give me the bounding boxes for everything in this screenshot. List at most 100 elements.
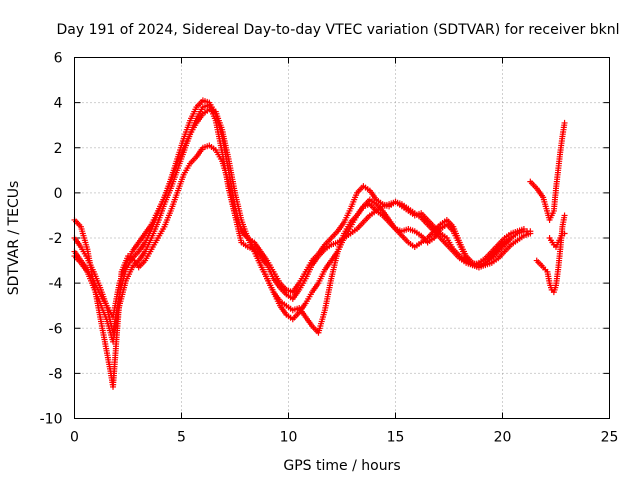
interpolated-markers [252, 241, 263, 253]
interpolated-markers [285, 287, 294, 295]
x-axis-label: GPS time / hours [283, 458, 400, 474]
interpolated-markers [426, 229, 436, 240]
interpolated-markers [394, 227, 404, 238]
y-tick-label: -10 [40, 412, 63, 428]
interpolated-markers [362, 198, 372, 208]
interpolated-markers [335, 232, 347, 253]
interpolated-markers [72, 236, 83, 249]
interpolated-markers [246, 237, 256, 250]
interpolated-markers [413, 241, 422, 249]
interpolated-markers [464, 254, 474, 265]
interpolated-markers [162, 187, 173, 205]
interpolated-markers [355, 220, 365, 231]
interpolated-markers [124, 257, 134, 271]
interpolated-markers [202, 98, 211, 105]
interpolated-markers [368, 189, 378, 201]
interpolated-markers [362, 184, 371, 193]
x-tick-label: 15 [387, 430, 405, 446]
interpolated-markers [426, 236, 435, 244]
y-tick-label: -8 [49, 366, 63, 382]
interpolated-markers [137, 232, 147, 244]
interpolated-markers [123, 266, 135, 282]
interpolated-markers [181, 162, 192, 176]
interpolated-markers [143, 237, 154, 253]
interpolated-markers [401, 226, 410, 234]
interpolated-markers [279, 299, 288, 308]
interpolated-markers [387, 218, 398, 231]
y-tick-label: -4 [49, 276, 63, 292]
interpolated-markers [149, 212, 160, 230]
interpolated-markers [369, 209, 378, 217]
interpolated-markers [137, 250, 147, 262]
interpolated-markers [265, 277, 276, 293]
interpolated-markers [490, 256, 500, 265]
interpolated-markers [458, 256, 467, 265]
interpolated-markers [285, 313, 294, 321]
interpolated-markers [426, 218, 436, 228]
interpolated-markers [247, 244, 256, 252]
interpolated-markers [181, 119, 193, 140]
interpolated-markers [336, 236, 345, 244]
interpolated-markers [130, 259, 141, 269]
series-track-1 [71, 142, 534, 390]
interpolated-markers [175, 151, 186, 172]
interpolated-markers [174, 138, 186, 160]
interpolated-markers [381, 201, 390, 209]
interpolated-markers [496, 250, 506, 260]
interpolated-markers [388, 200, 397, 208]
interpolated-markers [202, 102, 211, 110]
interpolated-markers [285, 304, 294, 312]
interpolated-markers [374, 202, 385, 213]
interpolated-markers [303, 291, 314, 305]
interpolated-markers [297, 306, 308, 319]
interpolated-markers [401, 202, 410, 211]
interpolated-markers [297, 271, 308, 284]
interpolated-markers [202, 143, 211, 150]
interpolated-markers [194, 106, 205, 120]
interpolated-markers [207, 104, 218, 122]
interpolated-markers [355, 205, 366, 217]
interpolated-markers [155, 203, 167, 223]
interpolated-markers [297, 277, 308, 291]
y-tick-label: 2 [54, 141, 63, 157]
interpolated-markers [547, 282, 554, 291]
interpolated-markers [278, 286, 288, 296]
interpolated-markers [271, 271, 282, 284]
interpolated-markers [149, 237, 160, 250]
interpolated-markers [490, 243, 500, 253]
interpolated-markers [239, 227, 250, 240]
interpolated-markers [323, 236, 333, 247]
interpolated-markers [548, 237, 556, 246]
y-axis-label: SDTVAR / TECUs [6, 181, 22, 296]
interpolated-markers [510, 238, 519, 247]
interpolated-markers [265, 259, 276, 273]
y-tick-label: 4 [54, 96, 63, 112]
interpolated-markers [342, 221, 353, 235]
interpolated-markers [528, 180, 539, 190]
interpolated-markers [324, 243, 333, 251]
interpolated-markers [496, 243, 506, 253]
interpolated-markers [510, 232, 519, 240]
interpolated-markers [503, 243, 513, 253]
interpolated-markers [291, 288, 301, 301]
interpolated-markers [465, 260, 474, 268]
interpolated-markers [85, 257, 96, 273]
interpolated-markers [394, 199, 403, 207]
interpolated-markers [555, 248, 563, 271]
interpolated-markers [535, 259, 545, 269]
interpolated-markers [516, 229, 525, 236]
interpolated-markers [445, 218, 455, 228]
interpolated-markers [349, 214, 359, 224]
interpolated-markers [79, 261, 90, 273]
interpolated-markers [342, 207, 353, 223]
interpolated-markers [544, 271, 553, 284]
interpolated-markers [553, 169, 561, 190]
x-tick-label: 10 [280, 430, 298, 446]
interpolated-markers [322, 277, 334, 311]
interpolated-markers [490, 250, 500, 260]
interpolated-markers [407, 207, 416, 215]
interpolated-markers [516, 234, 525, 242]
interpolated-markers [195, 99, 205, 109]
interpolated-markers [484, 250, 494, 260]
interpolated-markers [336, 221, 346, 233]
